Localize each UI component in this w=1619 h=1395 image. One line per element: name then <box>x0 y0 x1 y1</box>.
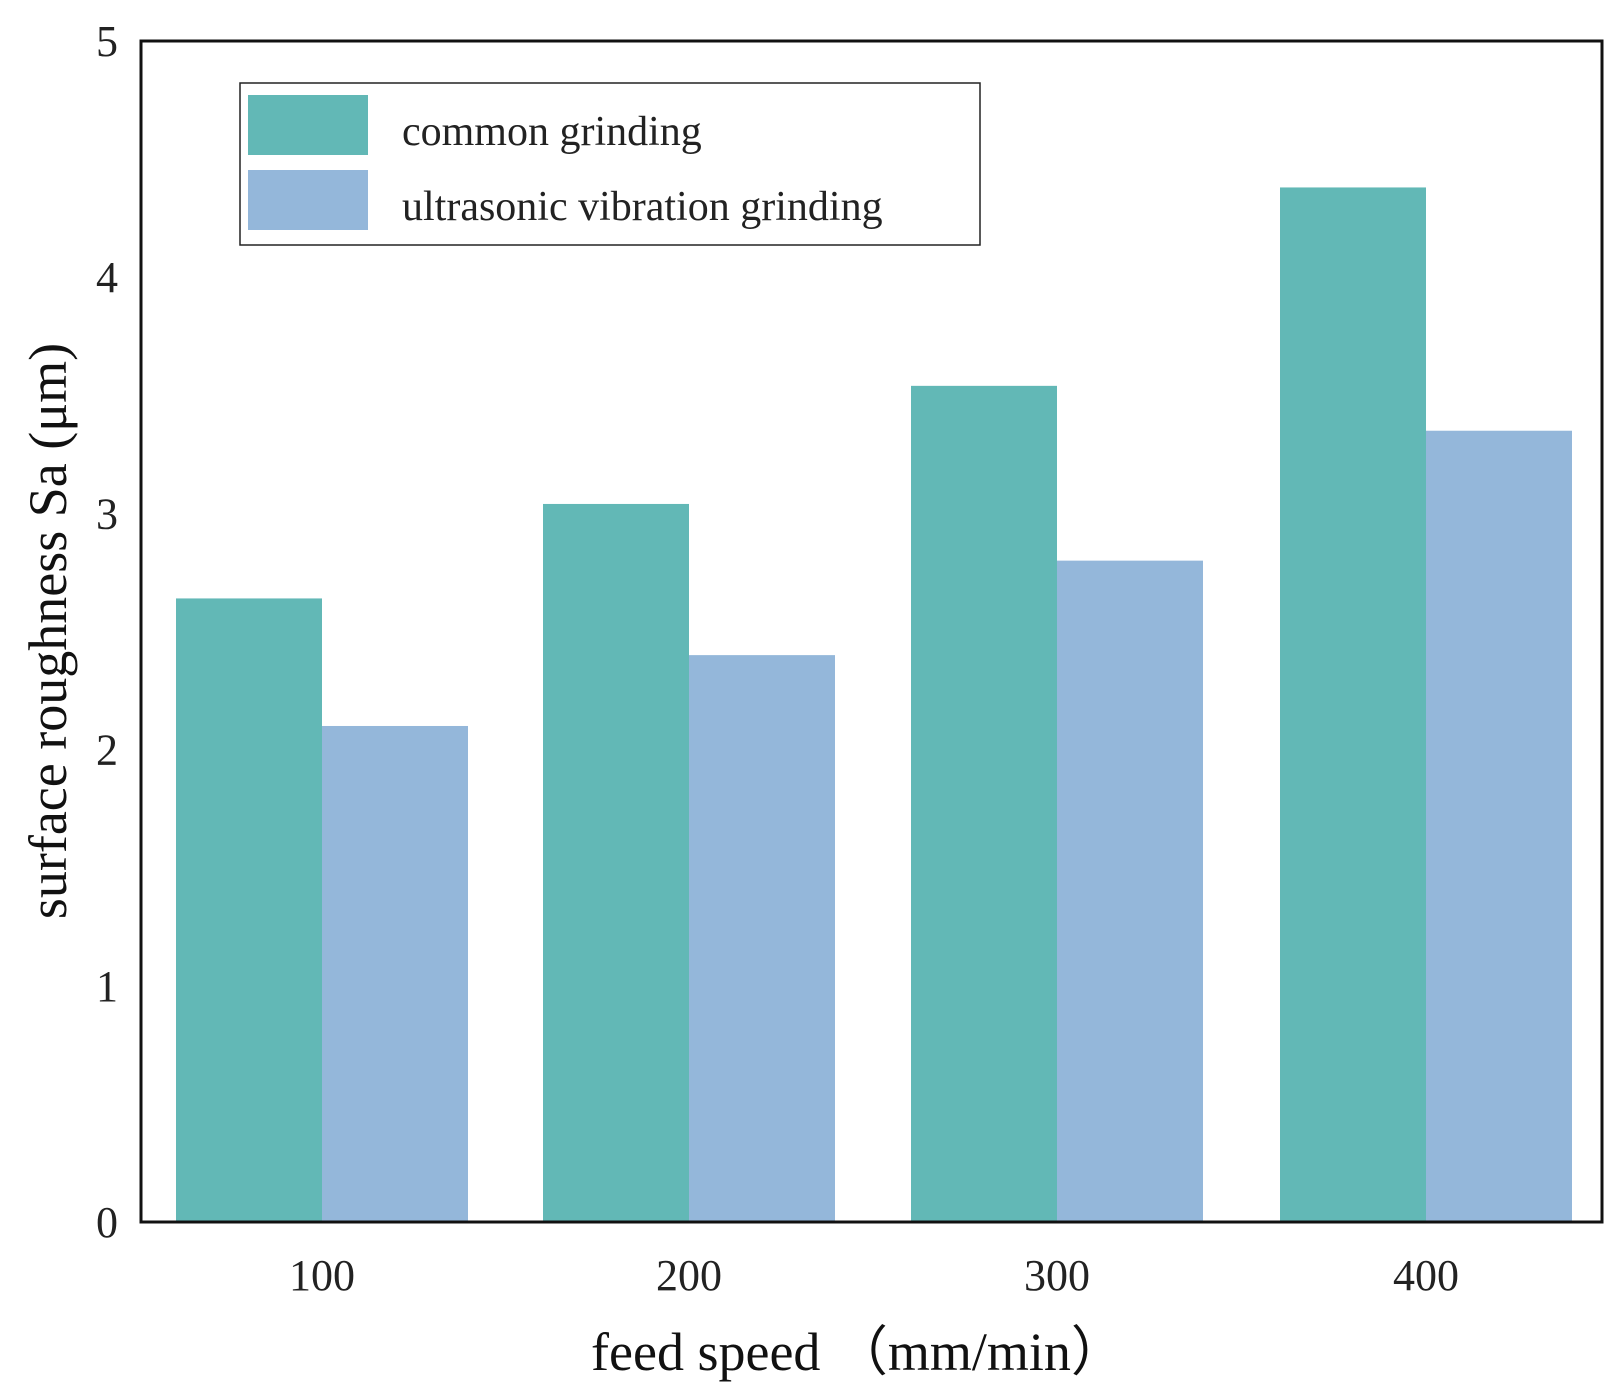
y-axis-ticks: 0 1 2 3 4 5 <box>96 17 118 1247</box>
x-tick-label: 200 <box>656 1251 722 1300</box>
y-tick-label: 2 <box>96 726 118 775</box>
bar-ultrasonic-vibration-grinding-100 <box>322 725 468 1222</box>
plot-frame <box>139 39 1604 1224</box>
legend: common grinding ultrasonic vibration gri… <box>239 82 981 246</box>
bar-common-grinding-400 <box>1280 187 1426 1223</box>
bar-ultrasonic-vibration-grinding-200 <box>689 655 835 1222</box>
legend-swatch-ultrasonic-vibration-grinding <box>248 170 368 230</box>
y-axis-label: surface roughness Sa (μm) <box>18 343 78 919</box>
bar-ultrasonic-vibration-grinding-400 <box>1426 430 1572 1223</box>
y-tick-label: 4 <box>96 253 118 302</box>
bars <box>176 187 1572 1223</box>
legend-swatch-common-grinding <box>248 95 368 155</box>
bar-common-grinding-200 <box>543 503 689 1222</box>
y-tick-label: 0 <box>96 1198 118 1247</box>
x-axis-ticks: 100 200 300 400 <box>289 1251 1459 1300</box>
x-tick-label: 400 <box>1393 1251 1459 1300</box>
x-tick-label: 100 <box>289 1251 355 1300</box>
bar-ultrasonic-vibration-grinding-300 <box>1057 560 1203 1222</box>
bar-common-grinding-300 <box>911 385 1057 1222</box>
x-tick-label: 300 <box>1024 1251 1090 1300</box>
legend-label-common-grinding: common grinding <box>402 109 702 155</box>
x-axis-label: feed speed （mm/min） <box>591 1322 1125 1382</box>
y-tick-label: 3 <box>96 489 118 538</box>
legend-label-ultrasonic-vibration-grinding: ultrasonic vibration grinding <box>402 184 883 230</box>
y-tick-label: 1 <box>96 962 118 1011</box>
bar-common-grinding-100 <box>176 598 322 1222</box>
y-tick-label: 5 <box>96 17 118 66</box>
